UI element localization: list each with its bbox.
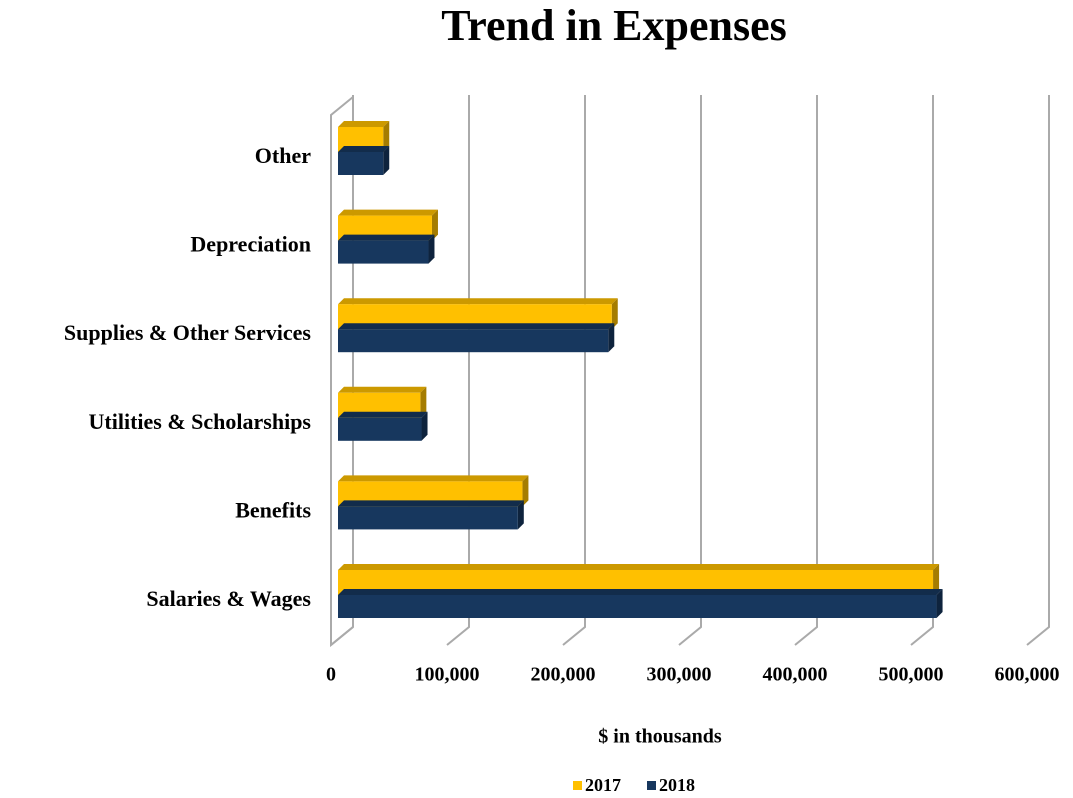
grid-line [678, 95, 702, 646]
bar-side [383, 146, 390, 175]
legend-swatch [647, 781, 656, 790]
y-tick-label: Depreciation [190, 232, 311, 257]
axis-wall [330, 96, 354, 648]
bar [338, 329, 609, 353]
bar-top [338, 298, 618, 305]
bar-top [338, 475, 529, 482]
bar-side [611, 298, 618, 330]
grid-line [562, 95, 586, 646]
y-tick-label: Benefits [235, 497, 311, 522]
bar [338, 595, 937, 618]
bar-side [608, 323, 615, 353]
x-tick-label: 0 [326, 664, 336, 686]
bar-top [338, 209, 438, 216]
bar-top [338, 234, 435, 241]
x-tick-label: 300,000 [647, 664, 712, 686]
bar-top [338, 146, 390, 152]
y-tick-label: Other [255, 143, 311, 168]
x-tick-label: 400,000 [763, 664, 828, 686]
bar-side [383, 121, 390, 152]
grid-line [794, 95, 818, 646]
x-axis-label: $ in thousands [598, 726, 722, 748]
chart-title: Trend in Expenses [441, 1, 787, 50]
bar-side [420, 386, 427, 418]
bar-top [338, 589, 943, 595]
bar-side [517, 500, 524, 530]
bar-top [338, 411, 428, 418]
grid-line [330, 95, 354, 646]
bar [338, 152, 384, 175]
bar-top [338, 121, 390, 127]
grid-line [1026, 95, 1050, 646]
bar-side [421, 411, 428, 441]
bar-top [338, 564, 940, 570]
x-tick-label: 600,000 [995, 664, 1060, 686]
bar-side [522, 475, 529, 507]
bar-side [936, 589, 943, 618]
bar [338, 240, 429, 264]
bar-top [338, 323, 615, 330]
grid-line [446, 95, 470, 646]
bar-side [431, 209, 438, 241]
y-tick-label: Utilities & Scholarships [89, 409, 312, 434]
legend-label: 2018 [659, 775, 695, 795]
bar-side [428, 234, 435, 264]
x-tick-label: 500,000 [879, 664, 944, 686]
y-tick-label: Supplies & Other Services [64, 320, 312, 345]
bar-top [338, 500, 524, 507]
x-tick-label: 200,000 [531, 664, 596, 686]
x-tick-label: 100,000 [415, 664, 480, 686]
y-tick-label: Salaries & Wages [146, 586, 311, 611]
bar [338, 506, 518, 530]
grid-line [910, 95, 934, 646]
bar-side [933, 564, 940, 595]
legend-label: 2017 [585, 775, 621, 795]
bar-top [338, 386, 427, 393]
bar [338, 417, 422, 441]
legend-swatch [573, 781, 582, 790]
